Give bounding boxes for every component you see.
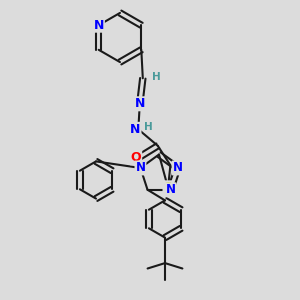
Text: H: H xyxy=(144,122,153,133)
Text: N: N xyxy=(172,161,182,175)
Text: N: N xyxy=(94,19,104,32)
Text: N: N xyxy=(135,97,145,110)
Text: N: N xyxy=(166,183,176,196)
Text: N: N xyxy=(136,161,146,175)
Text: O: O xyxy=(130,151,141,164)
Text: S: S xyxy=(164,181,172,194)
Text: H: H xyxy=(152,72,161,82)
Text: N: N xyxy=(130,123,140,136)
